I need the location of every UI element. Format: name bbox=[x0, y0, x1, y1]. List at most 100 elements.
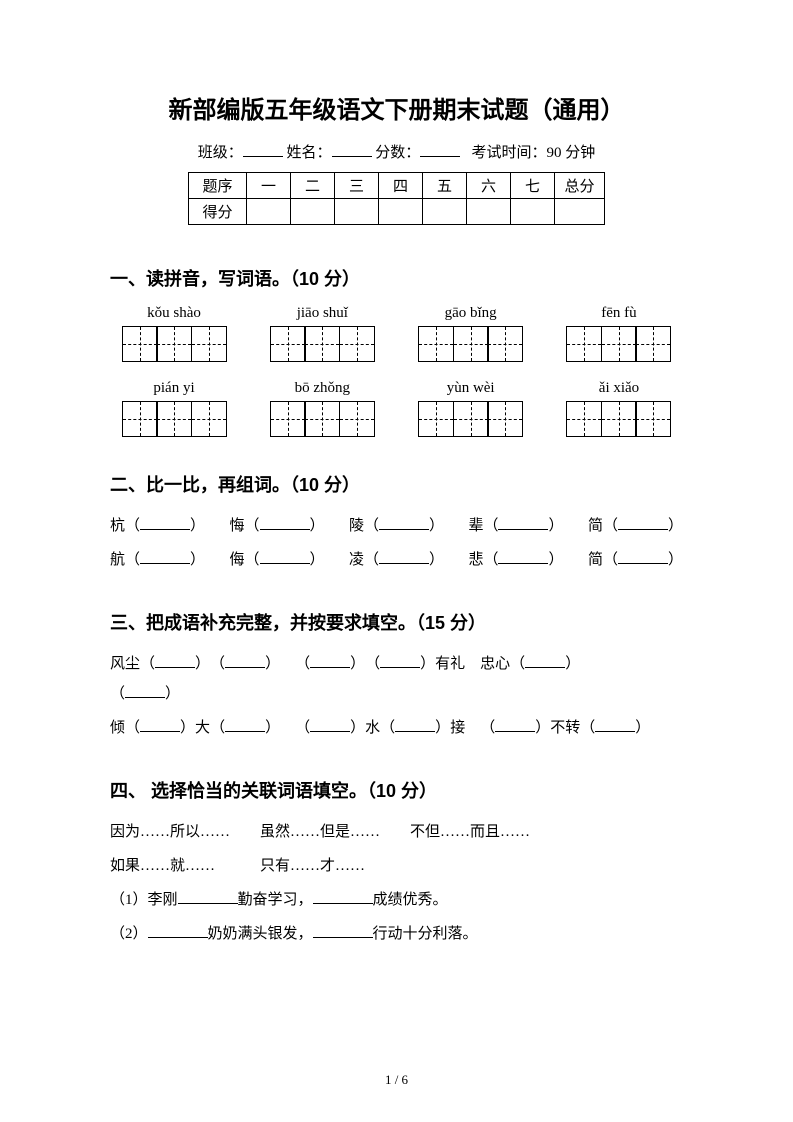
s4-blank[interactable] bbox=[148, 924, 208, 938]
score-cell-6[interactable] bbox=[467, 199, 511, 225]
tian-cell[interactable] bbox=[156, 326, 192, 362]
tian-cell[interactable] bbox=[453, 401, 489, 437]
s3-blank[interactable] bbox=[510, 649, 580, 679]
tian-cell[interactable] bbox=[191, 401, 227, 437]
s4q1-c: 成绩优秀。 bbox=[373, 892, 448, 908]
s3-text-7: 不转 bbox=[550, 720, 580, 736]
tian-cell[interactable] bbox=[270, 401, 306, 437]
score-th-2: 二 bbox=[291, 173, 335, 199]
tian-cell[interactable] bbox=[418, 401, 454, 437]
s3-blank[interactable] bbox=[295, 649, 365, 679]
compare-char: 航 bbox=[110, 552, 125, 568]
compare-blank[interactable] bbox=[245, 511, 325, 541]
s3-blank[interactable] bbox=[210, 713, 280, 743]
tian-cell[interactable] bbox=[418, 326, 454, 362]
tian-cell[interactable] bbox=[635, 401, 671, 437]
char-box[interactable] bbox=[411, 401, 531, 437]
class-blank[interactable] bbox=[243, 143, 283, 157]
tian-cell[interactable] bbox=[122, 401, 158, 437]
tian-cell[interactable] bbox=[304, 326, 340, 362]
pinyin-row-2: pián yi bō zhǒng yùn wèi ǎi xiǎo bbox=[110, 380, 683, 397]
compare-blank[interactable] bbox=[364, 545, 444, 575]
s4-blank[interactable] bbox=[178, 890, 238, 904]
section4-q1: （1）李刚 勤奋学习， 成绩优秀。 bbox=[110, 885, 683, 915]
char-box[interactable] bbox=[114, 326, 234, 362]
s3-text-4: 大 bbox=[195, 720, 210, 736]
score-cell-2[interactable] bbox=[291, 199, 335, 225]
pinyin-row-1: kǒu shào jiāo shuǐ gāo bǐng fēn fù bbox=[110, 305, 683, 322]
tian-cell[interactable] bbox=[339, 401, 375, 437]
char-box[interactable] bbox=[411, 326, 531, 362]
s3-blank[interactable] bbox=[480, 713, 550, 743]
compare-blank[interactable] bbox=[603, 511, 683, 541]
section4-options-1: 因为……所以…… 虽然……但是…… 不但……而且…… bbox=[110, 817, 683, 847]
pinyin-1-3: gāo bǐng bbox=[411, 305, 531, 322]
compare-item: 航 bbox=[110, 545, 205, 575]
tian-cell[interactable] bbox=[487, 401, 523, 437]
compare-blank[interactable] bbox=[125, 545, 205, 575]
compare-blank[interactable] bbox=[125, 511, 205, 541]
tian-cell[interactable] bbox=[270, 326, 306, 362]
char-box[interactable] bbox=[114, 401, 234, 437]
tian-cell[interactable] bbox=[339, 326, 375, 362]
s3-blank[interactable] bbox=[210, 649, 280, 679]
score-cell-7[interactable] bbox=[511, 199, 555, 225]
s3-blank[interactable] bbox=[580, 713, 650, 743]
s4-blank[interactable] bbox=[313, 924, 373, 938]
s4q1-a: （1）李刚 bbox=[110, 892, 178, 908]
score-blank[interactable] bbox=[420, 143, 460, 157]
tian-cell[interactable] bbox=[566, 326, 602, 362]
compare-blank[interactable] bbox=[483, 511, 563, 541]
tian-cell[interactable] bbox=[191, 326, 227, 362]
s3-blank[interactable] bbox=[140, 649, 210, 679]
s3-blank[interactable] bbox=[125, 713, 195, 743]
tian-cell[interactable] bbox=[453, 326, 489, 362]
s3-blank[interactable] bbox=[110, 679, 180, 709]
tian-cell[interactable] bbox=[156, 401, 192, 437]
compare-char: 简 bbox=[588, 552, 603, 568]
s3-blank[interactable] bbox=[380, 713, 450, 743]
score-cell-3[interactable] bbox=[335, 199, 379, 225]
pinyin-1-1: kǒu shào bbox=[114, 305, 234, 322]
tian-cell[interactable] bbox=[487, 326, 523, 362]
s4q1-b: 勤奋学习， bbox=[238, 892, 313, 908]
score-cell-total[interactable] bbox=[555, 199, 605, 225]
compare-blank[interactable] bbox=[245, 545, 325, 575]
tian-cell[interactable] bbox=[601, 401, 637, 437]
tian-cell[interactable] bbox=[122, 326, 158, 362]
score-cell-1[interactable] bbox=[247, 199, 291, 225]
compare-char: 杭 bbox=[110, 518, 125, 534]
score-th-1: 一 bbox=[247, 173, 291, 199]
pinyin-1-4: fēn fù bbox=[559, 305, 679, 322]
tian-cell[interactable] bbox=[601, 326, 637, 362]
compare-blank[interactable] bbox=[364, 511, 444, 541]
tian-cell[interactable] bbox=[304, 401, 340, 437]
section2-row2: 航侮凌悲简 bbox=[110, 545, 683, 575]
compare-blank[interactable] bbox=[483, 545, 563, 575]
tian-cell[interactable] bbox=[566, 401, 602, 437]
char-box[interactable] bbox=[559, 401, 679, 437]
compare-item: 简 bbox=[588, 545, 683, 575]
s3-blank[interactable] bbox=[295, 713, 365, 743]
pinyin-2-4: ǎi xiǎo bbox=[559, 380, 679, 397]
tian-cell[interactable] bbox=[635, 326, 671, 362]
compare-blank[interactable] bbox=[603, 545, 683, 575]
compare-item: 杭 bbox=[110, 511, 205, 541]
char-box[interactable] bbox=[262, 326, 382, 362]
section2-row1: 杭悔陵辈简 bbox=[110, 511, 683, 541]
compare-item: 简 bbox=[588, 511, 683, 541]
s3-blank[interactable] bbox=[365, 649, 435, 679]
s3-text-5: 水 bbox=[365, 720, 380, 736]
compare-item: 悔 bbox=[229, 511, 324, 541]
score-cell-5[interactable] bbox=[423, 199, 467, 225]
char-box[interactable] bbox=[262, 401, 382, 437]
section4-options-2: 如果……就…… 只有……才…… bbox=[110, 851, 683, 881]
score-table-score-row: 得分 bbox=[189, 199, 605, 225]
s4q2-b: 奶奶满头银发， bbox=[208, 926, 313, 942]
s4-blank[interactable] bbox=[313, 890, 373, 904]
section2-heading: 二、比一比，再组词。（10 分） bbox=[110, 471, 683, 497]
name-blank[interactable] bbox=[332, 143, 372, 157]
score-cell-4[interactable] bbox=[379, 199, 423, 225]
s4q2-c: 行动十分利落。 bbox=[373, 926, 478, 942]
char-box[interactable] bbox=[559, 326, 679, 362]
